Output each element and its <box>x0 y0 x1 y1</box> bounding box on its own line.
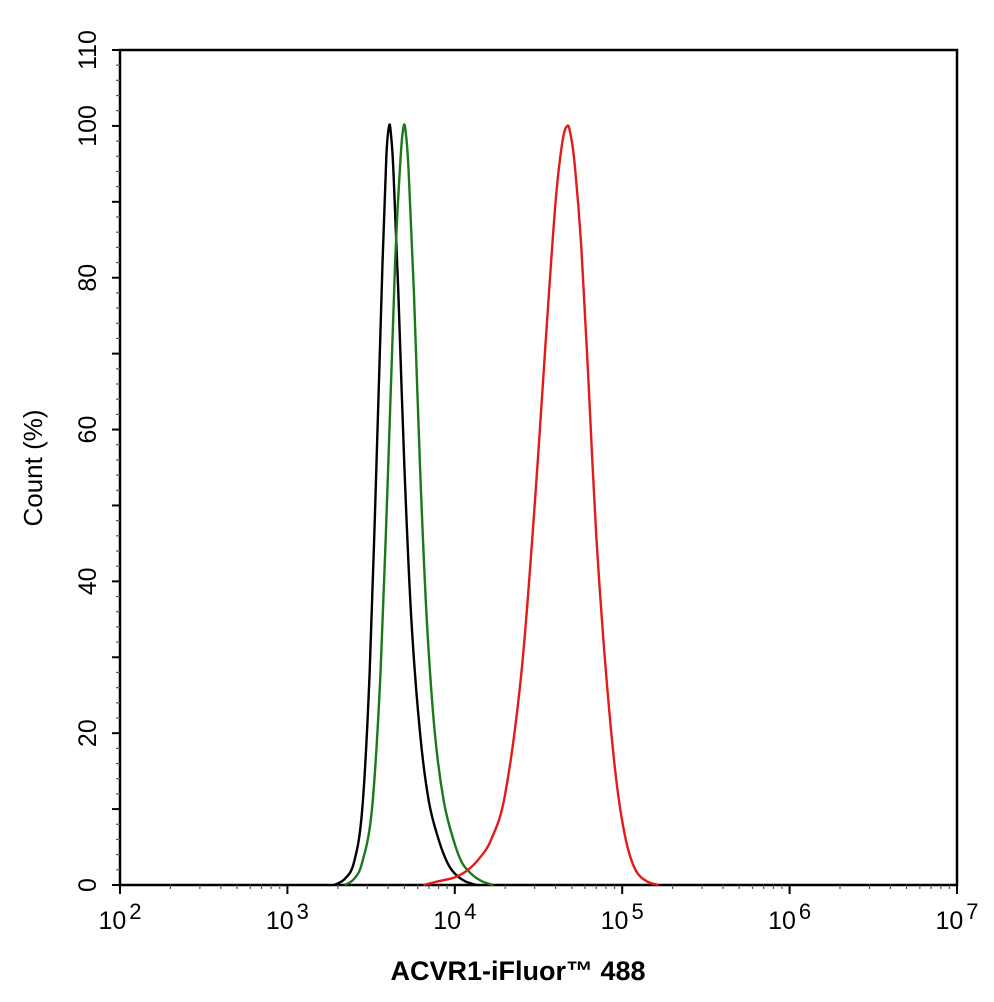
minor-ticks <box>116 64 950 889</box>
series-line-2 <box>344 123 494 887</box>
x-tick-label: 10 3 <box>266 899 309 935</box>
y-tick-label: 110 <box>74 30 102 70</box>
x-tick-label: 10 7 <box>935 899 978 935</box>
major-ticks <box>112 49 958 894</box>
series-layer <box>333 123 659 887</box>
y-tick-labels: 0 20 40 60 80 100 110 <box>74 30 102 892</box>
plot-frame <box>118 48 959 887</box>
y-axis-title: Count (%) <box>18 409 48 526</box>
x-tick-label: 10 5 <box>601 899 644 935</box>
x-tick-label: 10 6 <box>768 899 811 935</box>
y-tick-label: 40 <box>74 567 102 595</box>
y-tick-label: 0 <box>74 878 102 892</box>
x-tick-label: 10 4 <box>433 899 476 935</box>
y-tick-label: 80 <box>74 264 102 292</box>
x-tick-labels: 10 2 10 3 10 4 10 5 10 6 10 7 <box>98 899 978 935</box>
x-axis-title: ACVR1-iFluor™ 488 <box>390 956 645 986</box>
y-tick-label: 100 <box>74 105 102 147</box>
series-line-3 <box>423 124 659 887</box>
series-line-1 <box>333 123 477 887</box>
y-tick-label: 20 <box>74 719 102 747</box>
x-tick-label: 10 2 <box>98 899 141 935</box>
y-tick-label: 60 <box>74 416 102 444</box>
